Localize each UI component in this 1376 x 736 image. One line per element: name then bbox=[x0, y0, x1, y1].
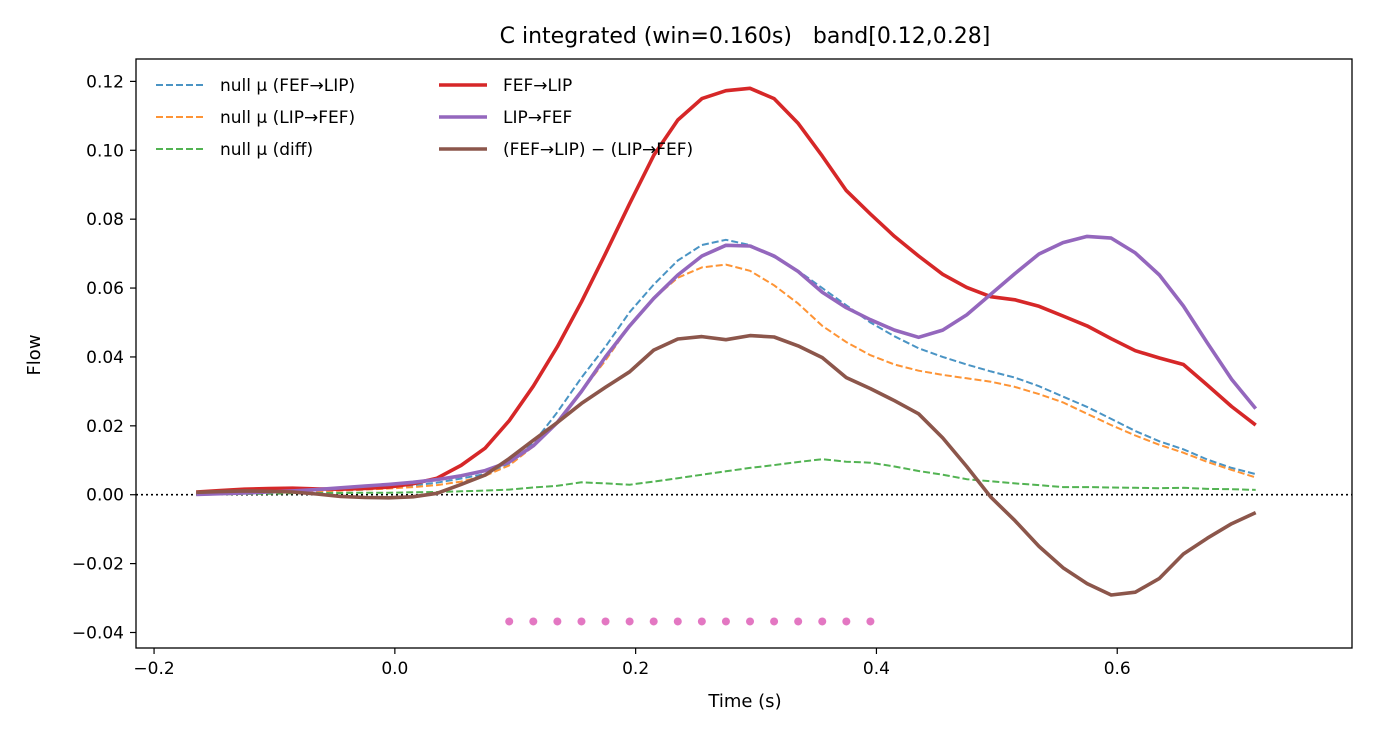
series-line-null-diff bbox=[196, 458, 1256, 496]
plot-area bbox=[136, 86, 1352, 626]
series-line-lip-fef bbox=[196, 234, 1258, 497]
y-tick-label: 0.12 bbox=[86, 72, 124, 92]
significance-marker bbox=[770, 617, 779, 626]
x-tick-label: 0.6 bbox=[1104, 659, 1131, 679]
y-tick-label: 0.08 bbox=[86, 210, 124, 230]
significance-marker bbox=[673, 617, 682, 626]
series-layer bbox=[196, 86, 1258, 597]
x-tick-label: 0.2 bbox=[622, 659, 649, 679]
y-tick-label: −0.02 bbox=[72, 555, 124, 575]
significance-marker bbox=[866, 617, 875, 626]
legend-label: LIP→FEF bbox=[503, 108, 572, 128]
significance-marker bbox=[625, 617, 634, 626]
y-tick-label: 0.10 bbox=[86, 141, 124, 161]
significance-marker bbox=[577, 617, 586, 626]
significance-marker bbox=[505, 617, 514, 626]
y-tick-label: 0.00 bbox=[86, 486, 124, 506]
y-tick-label: −0.04 bbox=[72, 624, 124, 644]
significance-marker bbox=[818, 617, 827, 626]
series-line-fef-lip-lip-fef bbox=[196, 333, 1257, 597]
legend-label: (FEF→LIP) − (LIP→FEF) bbox=[503, 140, 693, 160]
significance-marker bbox=[529, 617, 538, 626]
y-axis-ticks: −0.04 −0.02 0.00 0.02 0.04 0.06 0.08 0.10 0.12 bbox=[72, 72, 136, 644]
x-axis-ticks: −0.2 0.0 0.2 0.4 0.6 bbox=[133, 648, 1131, 679]
significance-markers bbox=[505, 617, 875, 626]
chart-title: C integrated (win=0.160s) band[0.12,0.28… bbox=[500, 24, 991, 49]
x-tick-label: −0.2 bbox=[133, 659, 174, 679]
significance-marker bbox=[601, 617, 610, 626]
significance-marker bbox=[553, 617, 562, 626]
series-line-fef-lip bbox=[196, 86, 1257, 494]
significance-marker bbox=[697, 617, 706, 626]
legend-label: FEF→LIP bbox=[503, 76, 572, 96]
y-axis-label: Flow bbox=[24, 334, 45, 375]
x-tick-label: 0.4 bbox=[863, 659, 890, 679]
y-tick-label: 0.04 bbox=[86, 348, 124, 368]
x-axis-label: Time (s) bbox=[707, 691, 781, 712]
significance-marker bbox=[746, 617, 755, 626]
significance-marker bbox=[794, 617, 803, 626]
significance-marker bbox=[842, 617, 851, 626]
y-tick-label: 0.02 bbox=[86, 417, 124, 437]
y-tick-label: 0.06 bbox=[86, 279, 124, 299]
x-tick-label: 0.0 bbox=[381, 659, 408, 679]
axes-frame bbox=[135, 58, 1353, 649]
legend: null μ (FEF→LIP) null μ (LIP→FEF) null μ (… bbox=[156, 76, 693, 160]
significance-marker bbox=[649, 617, 658, 626]
legend-label: null μ (diff) bbox=[220, 140, 313, 160]
legend-label: null μ (LIP→FEF) bbox=[220, 108, 355, 128]
legend-label: null μ (FEF→LIP) bbox=[220, 76, 355, 96]
significance-marker bbox=[721, 617, 730, 626]
